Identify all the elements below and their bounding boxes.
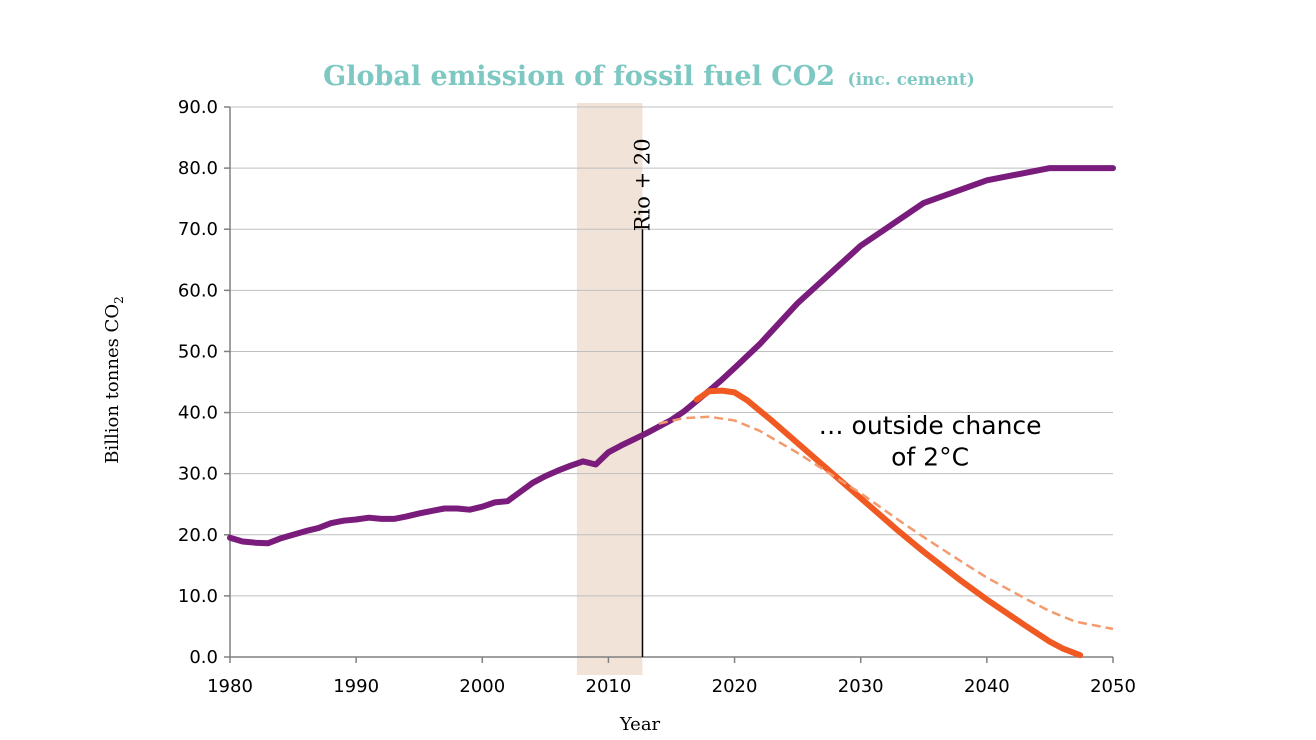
x-tick-labels: 1980 1990 2000 2010 2020 2030 2040 2050 (207, 676, 1136, 697)
y-axis-label: Billion tonnes CO2 (102, 296, 126, 463)
x-tick-label: 2030 (838, 676, 884, 697)
shaded-band (576, 103, 643, 675)
y-axis-label-main: Billion tonnes CO (102, 304, 123, 464)
shaded-band-layer (576, 103, 643, 675)
gridlines (230, 106, 1113, 597)
y-tick-label: 40.0 (178, 403, 218, 424)
axes (224, 106, 1114, 663)
vertical-marker-layer: Rio + 20 (630, 138, 654, 657)
x-tick-label: 2010 (586, 676, 632, 697)
x-tick-label: 1990 (333, 676, 379, 697)
series-line-2 (693, 387, 1084, 659)
y-tick-label: 30.0 (178, 464, 218, 485)
y-tick-labels: 0.0 10.0 20.0 30.0 40.0 50.0 60.0 70.0 80.0 90.0 (178, 97, 218, 668)
chart-title: Global emission of fossil fuel CO2 (inc.… (323, 61, 975, 92)
series-line-1 (227, 165, 1116, 547)
series-line-3 (658, 415, 1114, 631)
vertical-marker-label: Rio + 20 (630, 138, 654, 231)
x-tick-label: 2000 (459, 676, 505, 697)
y-tick-label: 0.0 (189, 647, 218, 668)
annotation-layer: … outside chance of 2°C (819, 411, 1042, 472)
y-tick-label: 80.0 (178, 158, 218, 179)
annotation-text: of 2°C (891, 443, 969, 472)
x-tick-label: 2020 (712, 676, 758, 697)
x-tick-label: 1980 (207, 676, 253, 697)
y-tick-label: 20.0 (178, 525, 218, 546)
x-axis-label: Year (619, 714, 661, 735)
y-tick-label: 90.0 (178, 97, 218, 118)
chart-title-main: Global emission of fossil fuel CO2 (323, 61, 835, 92)
x-tick-label: 2050 (1090, 676, 1136, 697)
annotation-text: … outside chance (819, 411, 1042, 440)
y-tick-label: 10.0 (178, 586, 218, 607)
y-tick-label: 70.0 (178, 219, 218, 240)
x-tick-label: 2040 (964, 676, 1010, 697)
chart-title-sub: (inc. cement) (848, 70, 975, 90)
y-tick-label: 50.0 (178, 341, 218, 362)
y-axis-label-subscript: 2 (112, 296, 126, 304)
y-tick-label: 60.0 (178, 280, 218, 301)
series-layer (227, 165, 1116, 659)
